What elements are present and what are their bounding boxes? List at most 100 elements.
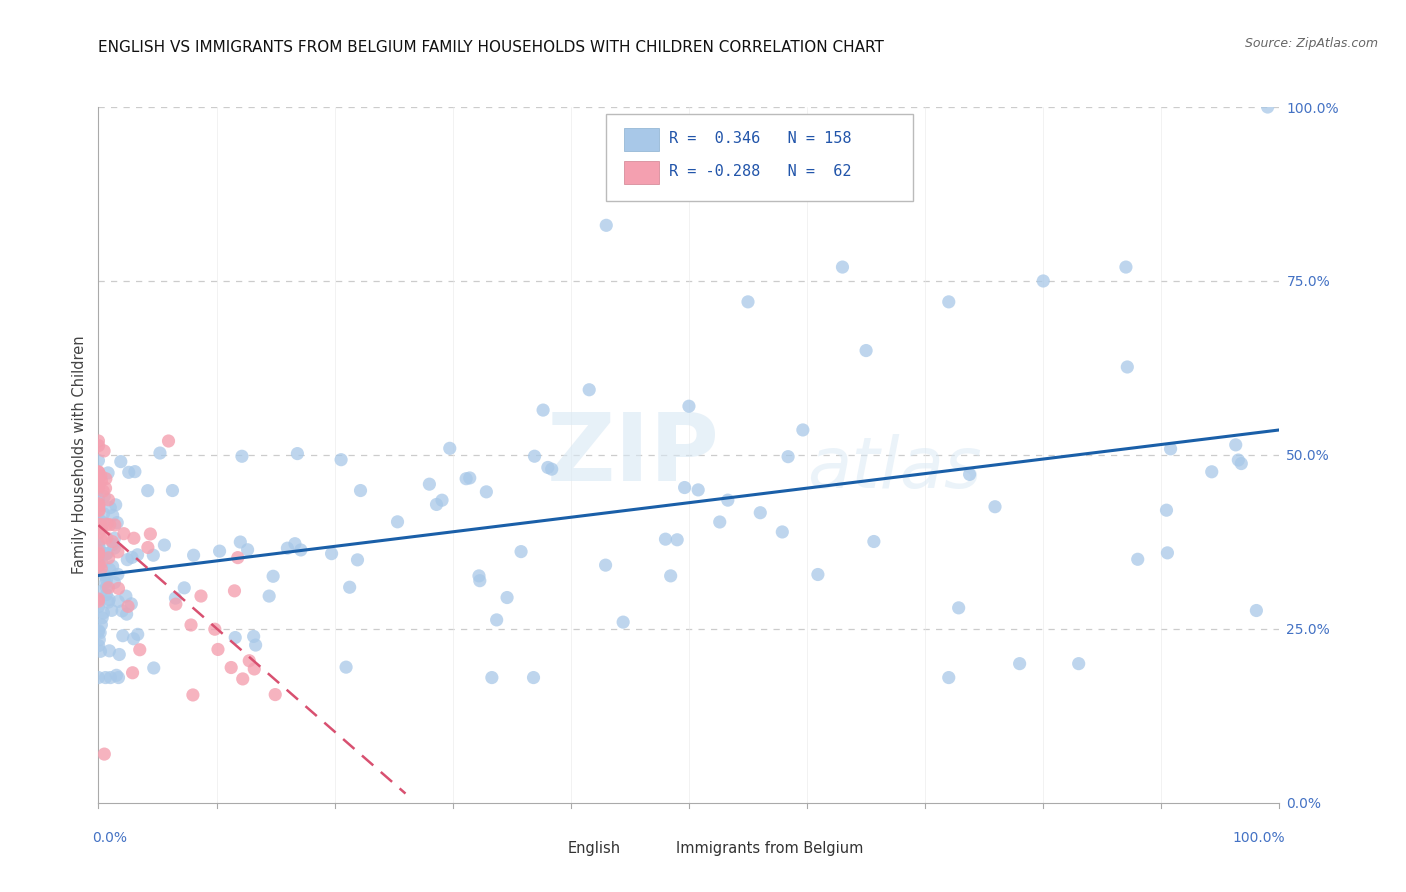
Point [122,531,145,545]
Point [90,474,112,488]
Point [93,606,115,620]
Point [87,671,110,685]
Point [157,434,180,448]
Point [540,462,562,476]
Point [101,538,124,552]
Point [595,219,617,233]
Point [96,531,118,545]
Point [101,508,124,523]
Point [98,592,121,607]
Point [93,747,115,761]
Point [153,538,176,552]
Point [96,547,118,561]
Point [243,662,266,676]
Point [87,599,110,614]
Point [122,632,145,646]
Text: ENGLISH VS IMMIGRANTS FROM BELGIUM FAMILY HOUSEHOLDS WITH CHILDREN CORRELATION C: ENGLISH VS IMMIGRANTS FROM BELGIUM FAMIL… [98,40,884,55]
Point [87,465,110,479]
Point [346,553,368,567]
Point [142,661,165,675]
Point [117,552,139,566]
Point [219,660,242,674]
Point [139,527,162,541]
Point [117,599,139,614]
Point [1227,453,1250,467]
Point [430,493,453,508]
Text: 0.0%: 0.0% [93,830,128,845]
Point [107,594,129,608]
Point [90,561,112,575]
Point [94,568,117,582]
Point [91,611,114,625]
Point [948,600,970,615]
Point [107,567,129,582]
FancyBboxPatch shape [606,114,914,201]
Point [105,516,128,530]
Point [87,547,110,561]
Point [165,597,187,611]
Point [87,465,110,479]
Point [238,654,260,668]
Point [98,500,121,515]
Point [115,589,138,603]
Point [149,446,172,460]
Point [87,503,110,517]
Point [87,554,110,568]
Point [1008,657,1031,671]
Point [1156,503,1178,517]
Point [537,460,560,475]
Point [226,550,249,565]
Point [93,507,115,521]
Point [1067,657,1090,671]
Point [264,688,287,702]
Point [236,542,259,557]
Point [1230,457,1253,471]
Point [90,468,112,483]
Point [89,517,111,532]
Point [984,500,1007,514]
Point [89,503,111,517]
Text: R = -0.288   N =  62: R = -0.288 N = 62 [669,164,852,179]
Point [90,521,112,535]
Point [90,584,112,599]
Point [87,453,110,467]
Point [938,671,960,685]
Point [335,660,357,674]
Point [339,580,361,594]
Point [387,515,409,529]
Point [98,644,121,658]
Point [162,483,184,498]
Point [87,624,110,638]
FancyBboxPatch shape [624,128,659,151]
Point [97,595,120,609]
Point [290,543,312,558]
Point [118,466,141,480]
Point [93,444,115,458]
Y-axis label: Family Households with Children: Family Households with Children [72,335,87,574]
Point [128,642,150,657]
Point [831,260,853,274]
Point [330,452,353,467]
Point [87,517,110,532]
Point [87,480,110,494]
Point [481,671,503,685]
Point [87,519,110,533]
Point [90,556,112,570]
Point [87,498,110,512]
Point [1257,100,1279,114]
Point [425,498,447,512]
Point [510,544,533,558]
Point [103,541,125,555]
Point [224,583,246,598]
Point [276,541,298,556]
Point [87,497,110,511]
Point [87,592,110,607]
Point [89,632,111,647]
Point [87,592,110,607]
Point [97,492,120,507]
Point [108,648,131,662]
Point [127,548,149,562]
Point [107,582,129,596]
Point [468,569,491,583]
Point [94,472,117,486]
